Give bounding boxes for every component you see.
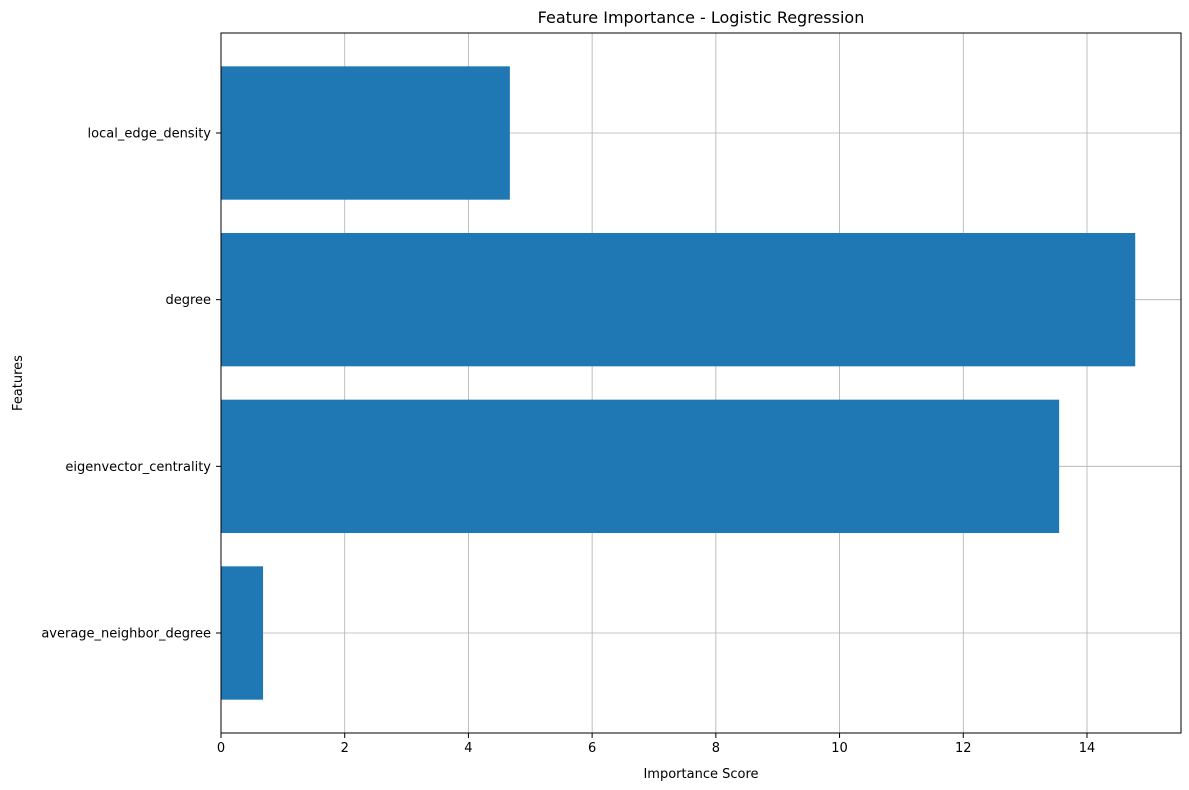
bar	[221, 233, 1136, 367]
chart-title: Feature Importance - Logistic Regression	[538, 8, 865, 27]
x-tick-label: 4	[464, 741, 472, 756]
y-axis-label: Features	[11, 355, 26, 411]
y-tick-label: average_neighbor_degree	[41, 627, 211, 642]
x-tick-label: 12	[955, 741, 972, 756]
y-tick-label: local_edge_density	[88, 127, 212, 142]
y-tick-label: eigenvector_centrality	[65, 460, 211, 475]
bars	[221, 66, 1136, 700]
x-tick-label: 10	[831, 741, 848, 756]
x-tick-label: 8	[712, 741, 720, 756]
x-tick-label: 2	[341, 741, 349, 756]
x-tick-label: 0	[217, 741, 225, 756]
x-tick-label: 14	[1079, 741, 1096, 756]
bar	[221, 66, 510, 200]
x-tick-label: 6	[588, 741, 596, 756]
y-tick-label: degree	[165, 293, 211, 308]
plot-frame	[220, 32, 1182, 734]
x-axis-label: Importance Score	[643, 767, 758, 782]
bar	[221, 399, 1060, 533]
bar	[221, 566, 264, 700]
x-axis-ticks: 0 2 4 6 8 10 12 14	[217, 733, 1095, 756]
y-axis-ticks: average_neighbor_degree eigenvector_centr…	[41, 127, 221, 642]
